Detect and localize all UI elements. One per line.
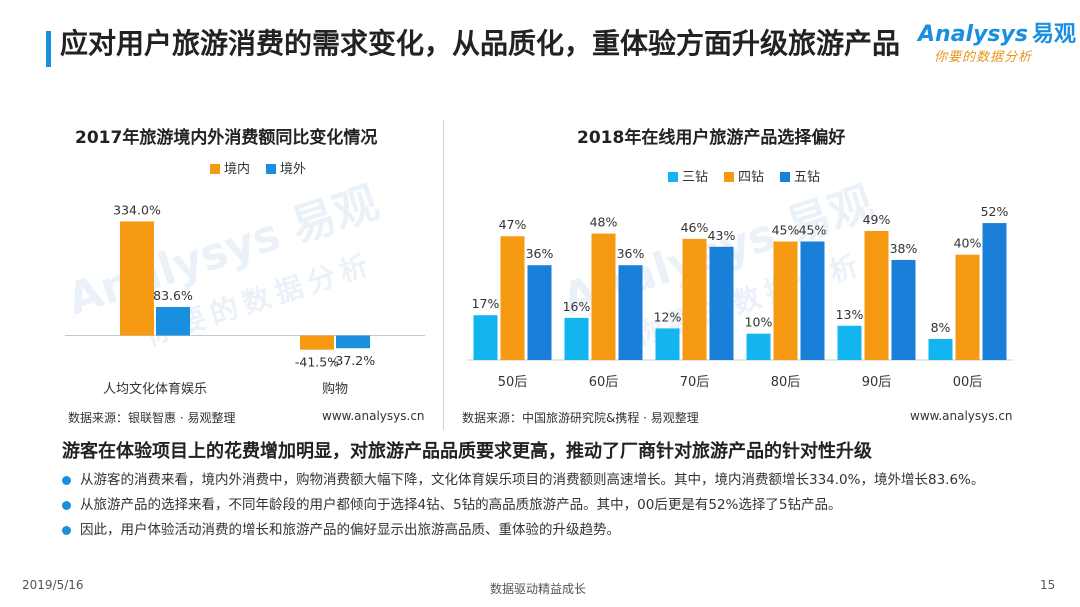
bar bbox=[682, 238, 707, 360]
chart1-url: www.analysys.cn bbox=[322, 409, 425, 423]
bar bbox=[837, 325, 862, 360]
bullet-item: 因此，用户体验活动消费的增长和旅游产品的偏好显示出旅游高品质、重体验的升级趋势。 bbox=[62, 520, 1032, 541]
logo-brand-cn: 易观 bbox=[1031, 22, 1076, 47]
data-label: 46% bbox=[681, 220, 709, 235]
bar bbox=[618, 265, 643, 360]
chart2-source: 数据来源：中国旅游研究院&携程 · 易观整理 bbox=[462, 411, 699, 425]
category-label: 00后 bbox=[953, 375, 983, 390]
bar bbox=[982, 223, 1007, 360]
category-label: 50后 bbox=[498, 375, 528, 390]
data-label: 83.6% bbox=[153, 288, 193, 303]
title-accent-bar bbox=[46, 31, 51, 67]
bar bbox=[709, 246, 734, 360]
bar bbox=[928, 338, 953, 360]
chart1-title: 2017年旅游境内外消费额同比变化情况 bbox=[75, 128, 378, 148]
chart2-bar-chart: 三钻 四钻 五钻 17% 47% 36% 50后 16% 48% 36% 60后 12% 46%43% 7… bbox=[467, 170, 1013, 390]
analysys-logo: Analysys 易观 你要的数据分析 bbox=[912, 16, 1076, 70]
data-label: 45% bbox=[799, 223, 827, 238]
data-label: 12% bbox=[654, 309, 682, 324]
data-label: 43% bbox=[708, 228, 736, 243]
chart-divider bbox=[443, 120, 444, 430]
category-label: 70后 bbox=[680, 375, 710, 390]
data-label: 16% bbox=[563, 299, 591, 314]
footer-center: 数据驱动精益成长 bbox=[490, 582, 587, 596]
legend-label: 境外 bbox=[280, 162, 306, 177]
legend-swatch bbox=[266, 164, 276, 174]
bar bbox=[773, 241, 798, 360]
legend-swatch bbox=[210, 164, 220, 174]
data-label: 17% bbox=[472, 296, 500, 311]
data-label: 8% bbox=[931, 320, 951, 335]
data-label: 48% bbox=[590, 215, 618, 230]
data-label: 52% bbox=[981, 204, 1009, 219]
data-label: -37.2% bbox=[331, 353, 375, 368]
data-label: 47% bbox=[499, 217, 527, 232]
data-label: 38% bbox=[890, 241, 918, 256]
bar bbox=[564, 317, 589, 360]
category-label: 80后 bbox=[771, 375, 801, 390]
bar bbox=[336, 335, 370, 349]
bar bbox=[300, 335, 334, 350]
data-label: 334.0% bbox=[113, 202, 161, 217]
legend-label: 五钻 bbox=[794, 170, 820, 185]
logo-brand: Analysys 易观 bbox=[918, 16, 1076, 48]
bar bbox=[655, 328, 680, 360]
legend-label: 三钻 bbox=[682, 170, 708, 185]
legend-swatch bbox=[668, 172, 678, 182]
category-label: 60后 bbox=[589, 375, 619, 390]
data-label: -41.5% bbox=[295, 355, 339, 370]
data-label: 36% bbox=[526, 246, 554, 261]
legend-label: 境内 bbox=[224, 161, 250, 177]
legend-label: 四钻 bbox=[738, 170, 764, 185]
page-title: 应对用户旅游消费的需求变化，从品质化，重体验方面升级旅游产品 bbox=[60, 27, 901, 60]
footer-date: 2019/5/16 bbox=[22, 578, 84, 592]
bar bbox=[891, 259, 916, 360]
logo-slogan: 你要的数据分析 bbox=[934, 50, 1033, 65]
page-number: 15 bbox=[1040, 578, 1056, 592]
bar bbox=[120, 221, 154, 336]
bar bbox=[800, 241, 825, 360]
chart1-bar-chart: 境内 境外 334.0% 83.6% 人均文化体育娱乐 -41.5%-37.2% 购物 bbox=[65, 161, 425, 397]
legend-swatch bbox=[780, 172, 790, 182]
bar bbox=[473, 315, 498, 360]
chart2-title: 2018年在线用户旅游产品选择偏好 bbox=[577, 128, 846, 148]
data-label: 10% bbox=[745, 315, 773, 330]
legend-swatch bbox=[724, 172, 734, 182]
bar bbox=[864, 230, 889, 360]
logo-brand-en: Analysys bbox=[918, 22, 1028, 47]
bar bbox=[527, 265, 552, 360]
chart2-url: www.analysys.cn bbox=[910, 409, 1013, 423]
data-label: 49% bbox=[863, 212, 891, 227]
bar bbox=[500, 236, 525, 360]
chart1-source: 数据来源：银联智惠 · 易观整理 bbox=[68, 411, 236, 425]
category-label: 人均文化体育娱乐 bbox=[103, 381, 207, 397]
category-label: 90后 bbox=[862, 375, 892, 390]
bar bbox=[591, 233, 616, 360]
summary-bullets: 从游客的消费来看，境内外消费中，购物消费额大幅下降，文化体育娱乐项目的消费额则高… bbox=[62, 470, 1032, 545]
data-label: 36% bbox=[617, 246, 645, 261]
data-label: 13% bbox=[836, 307, 864, 322]
bullet-item: 从游客的消费来看，境内外消费中，购物消费额大幅下降，文化体育娱乐项目的消费额则高… bbox=[62, 470, 1032, 491]
bar bbox=[156, 306, 190, 336]
data-label: 45% bbox=[772, 223, 800, 238]
summary-heading: 游客在体验项目上的花费增加明显，对旅游产品品质要求更高，推动了厂商针对旅游产品的… bbox=[62, 441, 872, 462]
bullet-item: 从旅游产品的选择来看，不同年龄段的用户都倾向于选择4钻、5钻的高品质旅游产品。其… bbox=[62, 495, 1032, 516]
bar bbox=[746, 333, 771, 360]
bar bbox=[955, 254, 980, 360]
data-label: 40% bbox=[954, 236, 982, 251]
category-label: 购物 bbox=[322, 381, 348, 397]
